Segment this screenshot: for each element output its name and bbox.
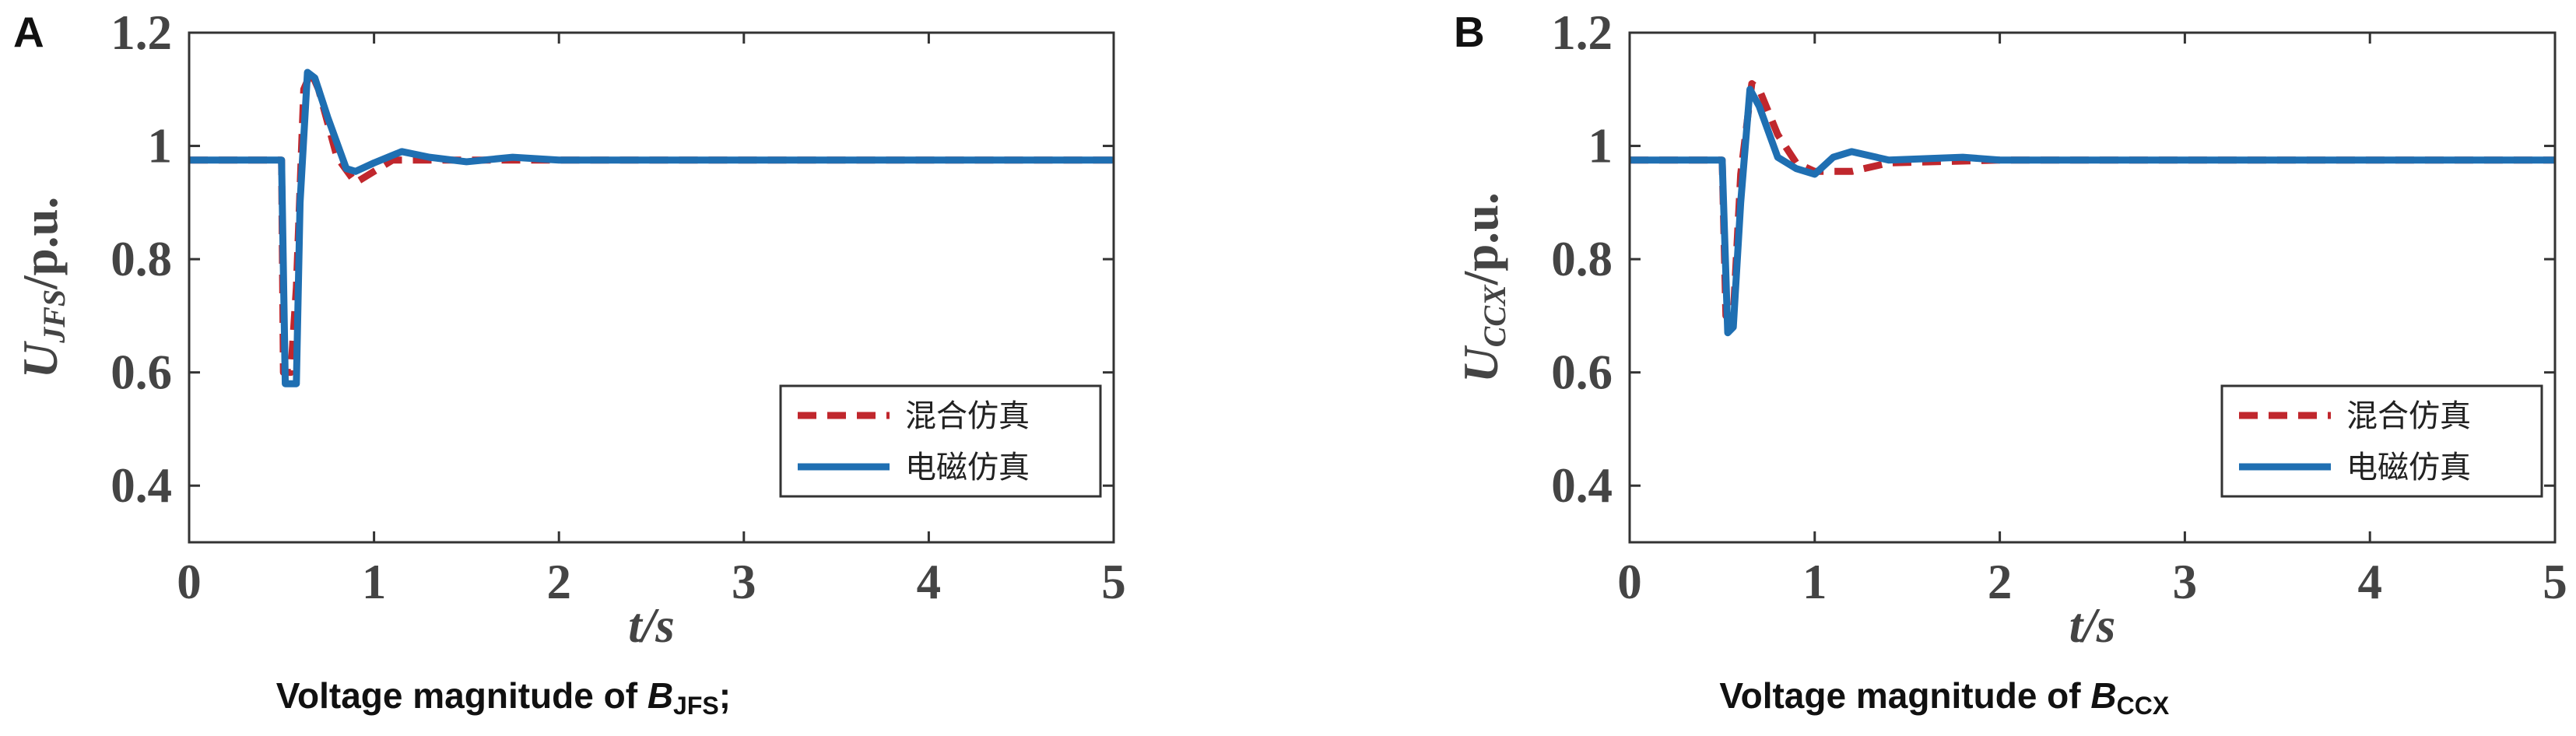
caption: Voltage magnitude of BCCX <box>1719 675 2170 720</box>
axes-box <box>188 31 1115 544</box>
y-axis-label: UCCX/p.u. <box>1454 192 1512 383</box>
y-label-unit: /p.u. <box>1454 192 1508 286</box>
x-axis-label: t/s <box>628 598 675 653</box>
y-label-sub: CCX <box>1477 284 1512 347</box>
caption-end: ; <box>719 675 731 716</box>
y-tick-label: 0.8 <box>1551 232 1613 286</box>
legend-box <box>779 384 1102 498</box>
y-tick-label: 1 <box>1588 119 1613 173</box>
legend-label: 混合仿真 <box>2346 398 2471 434</box>
y-label-sub: JFS <box>37 289 72 344</box>
chart: A0.40.60.811.20 1 2 3 4 5t/sUJFS/p.u.Voltage … <box>13 5 1126 720</box>
caption: Voltage magnitude of BJFS; <box>276 675 731 720</box>
y-tick-label: 0.8 <box>111 232 172 286</box>
x-axis-label: t/s <box>2069 598 2116 653</box>
legend-box <box>2220 384 2543 498</box>
x-tick-label: 5 <box>2543 555 2567 609</box>
x-tick-label: 4 <box>917 555 942 609</box>
series-line <box>1630 86 2555 337</box>
x-tick-label: 2 <box>1988 555 2013 609</box>
x-tick-label: 4 <box>2357 555 2382 609</box>
legend-label: 混合仿真 <box>905 398 1030 434</box>
x-tick-label: 5 <box>1101 555 1126 609</box>
y-label-unit: /p.u. <box>13 197 68 290</box>
caption-sub: JFS <box>673 692 719 720</box>
x-tick-label: 1 <box>362 555 387 609</box>
panel-label: A <box>13 8 44 56</box>
panel-label: B <box>1454 8 1485 56</box>
axes-box <box>1628 31 2557 544</box>
y-tick-label: 0.4 <box>1551 458 1613 513</box>
x-tick-label: 2 <box>546 555 571 609</box>
x-tick-label: 0 <box>1617 555 1642 609</box>
y-tick-label: 0.6 <box>1551 345 1613 400</box>
caption-symbol: B <box>2090 675 2116 716</box>
series-line <box>1630 80 2555 320</box>
caption-text: Voltage magnitude of <box>1719 675 2090 716</box>
x-tick-label: 1 <box>1802 555 1827 609</box>
y-label-main: U <box>1454 345 1508 383</box>
y-tick-label: 1.2 <box>1551 5 1613 60</box>
y-label-main: U <box>13 340 68 378</box>
y-tick-label: 0.6 <box>111 345 172 400</box>
legend-label: 电磁仿真 <box>2346 450 2471 485</box>
y-axis-label: UJFS/p.u. <box>13 197 72 379</box>
caption-symbol: B <box>648 675 673 716</box>
chart: B0.40.60.811.20 1 2 3 4 5t/sUCCX/p.u.Voltage … <box>1454 5 2567 720</box>
series-line <box>189 68 1114 387</box>
x-tick-label: 0 <box>177 555 202 609</box>
y-tick-label: 0.4 <box>111 458 172 513</box>
x-tick-label: 3 <box>2173 555 2198 609</box>
caption-sub: CCX <box>2117 692 2170 720</box>
y-tick-label: 1.2 <box>111 5 172 60</box>
y-tick-label: 1 <box>148 119 173 173</box>
x-tick-label: 3 <box>732 555 756 609</box>
legend-label: 电磁仿真 <box>905 450 1030 485</box>
caption-text: Voltage magnitude of <box>276 675 648 716</box>
